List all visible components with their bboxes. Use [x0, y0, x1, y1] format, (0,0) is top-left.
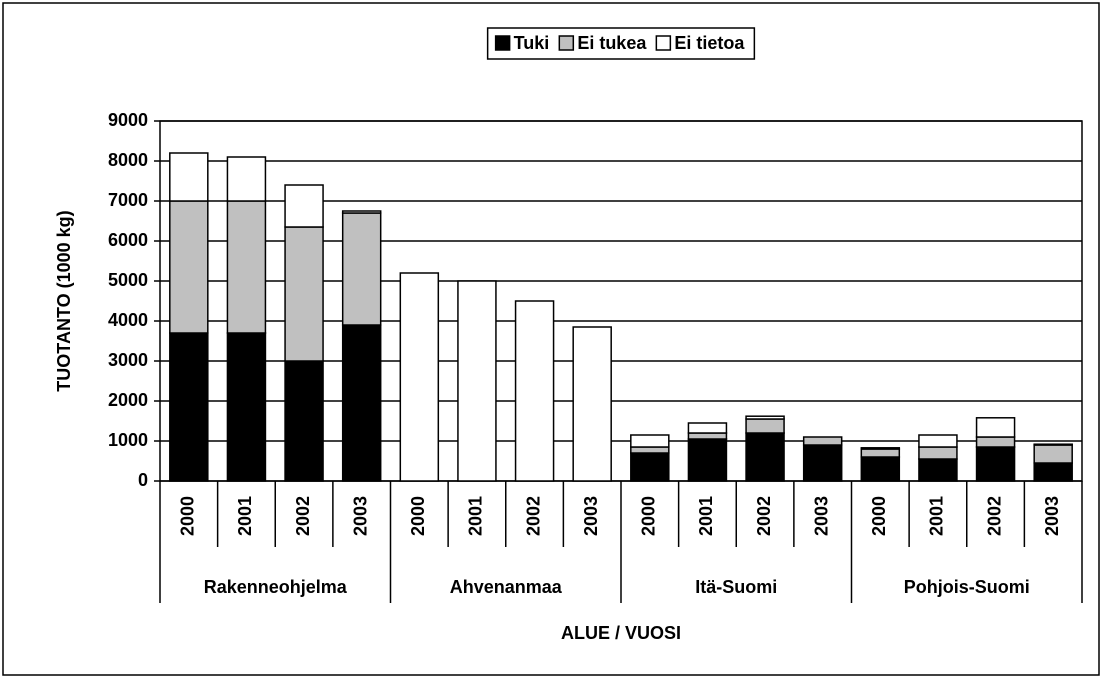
legend-swatch	[655, 35, 672, 51]
bar-segment	[630, 452, 670, 482]
bar-segment	[1033, 444, 1073, 464]
x-tick-label: 2002	[293, 496, 313, 536]
y-tick-label: 7000	[108, 190, 148, 210]
y-tick-label: 6000	[108, 230, 148, 250]
bar-segment	[860, 447, 901, 450]
bar-segment	[341, 212, 382, 326]
bar-segment	[975, 446, 1016, 482]
x-tick-label: 2001	[696, 496, 716, 536]
x-tick-label: 2000	[869, 496, 889, 536]
bar-segment	[918, 446, 958, 460]
x-tick-label: 2001	[235, 496, 255, 536]
bar-segment	[630, 434, 670, 448]
bar-segment	[572, 326, 612, 482]
bar-segment	[226, 200, 267, 334]
bar-segment	[745, 418, 785, 434]
y-axis-title: TUOTANTO (1000 kg)	[54, 210, 74, 391]
x-tick-label: 2002	[984, 496, 1004, 536]
x-tick-label: 2003	[350, 496, 370, 536]
bar-segment	[457, 280, 497, 482]
bar-segment	[630, 446, 670, 454]
bar-segment	[284, 360, 324, 482]
bar-segment	[802, 444, 843, 482]
y-tick-label: 8000	[108, 150, 148, 170]
bar-segment	[169, 332, 209, 482]
bar-segment	[1033, 462, 1073, 482]
bar-segment	[399, 272, 440, 482]
legend	[486, 27, 756, 60]
y-tick-label: 9000	[108, 110, 148, 130]
group-label: Itä-Suomi	[695, 577, 777, 597]
x-tick-label: 2002	[754, 496, 774, 536]
y-tick-label: 3000	[108, 350, 148, 370]
bar-segment	[918, 458, 958, 482]
bar-segment	[226, 332, 267, 482]
group-label: Rakenneohjelma	[204, 577, 348, 597]
legend-label: Ei tukea	[577, 33, 647, 53]
x-tick-label: 2000	[639, 496, 659, 536]
x-tick-label: 2002	[523, 496, 543, 536]
y-tick-label: 5000	[108, 270, 148, 290]
bar-segment	[687, 432, 728, 440]
y-tick-label: 4000	[108, 310, 148, 330]
y-tick-label: 0	[138, 470, 148, 490]
x-tick-label: 2001	[927, 496, 947, 536]
bar-segment	[284, 226, 324, 362]
x-tick-label: 2001	[466, 496, 486, 536]
legend-label: Tuki	[514, 33, 550, 53]
bar-segment	[341, 324, 382, 482]
bar-segment	[975, 436, 1016, 448]
bar-segment	[514, 300, 555, 482]
bar-segment	[169, 200, 209, 334]
bar-segment	[169, 152, 209, 202]
x-tick-label: 2000	[408, 496, 428, 536]
x-tick-label: 2003	[811, 496, 831, 536]
bar-segment	[745, 415, 785, 420]
bar-segment	[975, 417, 1016, 438]
bar-segment	[1033, 443, 1073, 446]
bar-segment	[860, 448, 901, 458]
bar-segment	[687, 422, 728, 434]
legend-swatch	[558, 35, 575, 51]
bar-segment	[918, 434, 958, 448]
legend-label: Ei tietoa	[674, 33, 745, 53]
x-axis-title: ALUE / VUOSI	[561, 623, 681, 643]
group-label: Ahvenanmaa	[450, 577, 563, 597]
bar-segment	[802, 436, 843, 446]
y-tick-label: 2000	[108, 390, 148, 410]
bar-segment	[226, 156, 267, 202]
legend-swatch	[494, 35, 511, 51]
x-tick-label: 2003	[581, 496, 601, 536]
y-tick-label: 1000	[108, 430, 148, 450]
bar-segment	[687, 438, 728, 482]
x-tick-label: 2000	[178, 496, 198, 536]
bar-segment	[341, 210, 382, 214]
bar-segment	[860, 456, 901, 482]
group-label: Pohjois-Suomi	[904, 577, 1030, 597]
bar-segment	[745, 432, 785, 482]
bar-segment	[284, 184, 324, 228]
x-tick-label: 2003	[1042, 496, 1062, 536]
